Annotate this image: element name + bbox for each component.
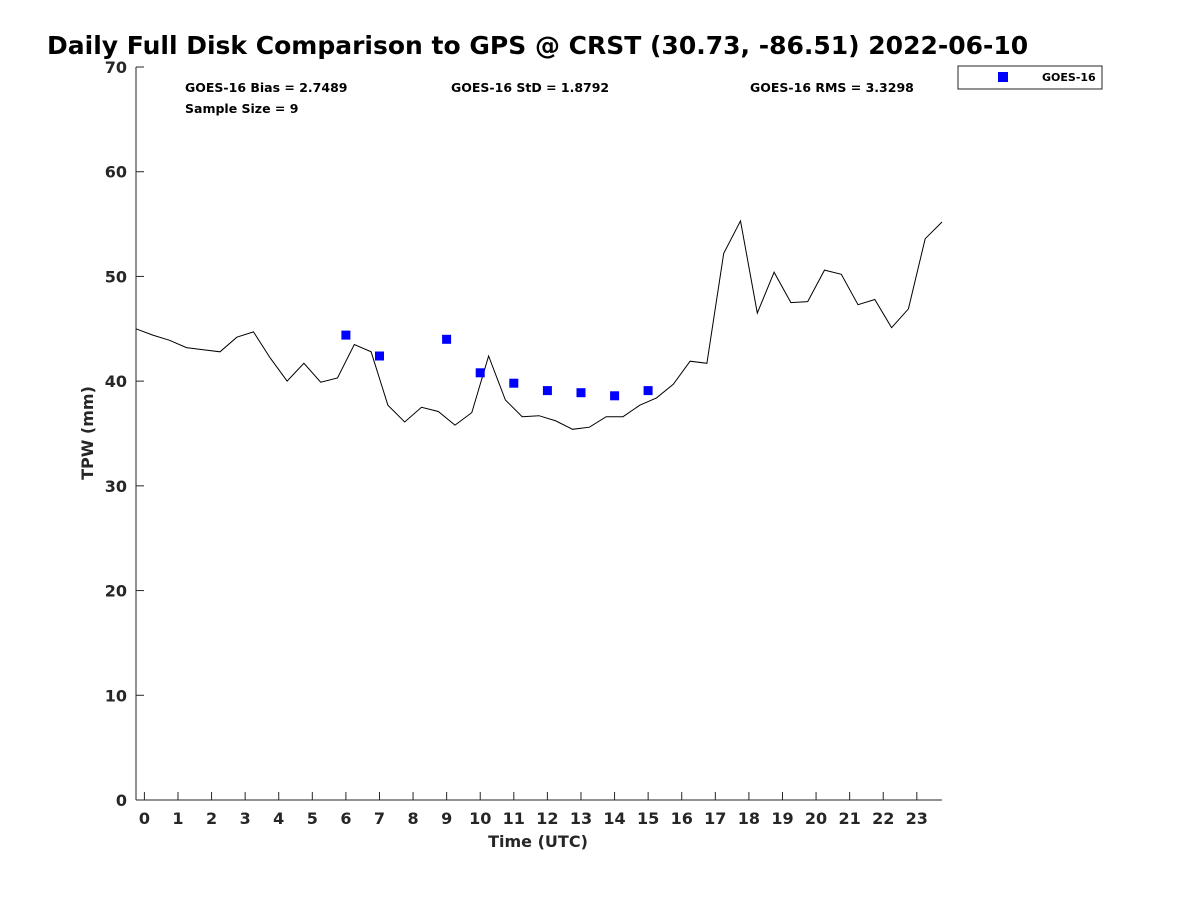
x-tick-label: 3 (240, 809, 251, 828)
legend-box (957, 65, 1103, 90)
legend: GOES-16 (957, 65, 1103, 90)
sample-size-stat: Sample Size = 9 (185, 101, 298, 116)
y-axis-ticks: 0 10 20 30 40 50 60 70 (105, 58, 144, 810)
y-axis-label: TPW (mm) (78, 386, 97, 480)
goes16-point (375, 351, 384, 361)
x-tick-label: 13 (570, 809, 592, 828)
x-tick-label: 20 (805, 809, 827, 828)
x-tick-label: 6 (340, 809, 351, 828)
legend-label: GOES-16 (1042, 71, 1096, 84)
goes16-point (610, 391, 620, 401)
x-tick-label: 18 (738, 809, 760, 828)
x-tick-label: 19 (771, 809, 793, 828)
x-tick-label: 23 (906, 809, 928, 828)
std-stat: GOES-16 StD = 1.8792 (451, 80, 609, 95)
goes16-series (341, 330, 653, 401)
x-tick-label: 12 (536, 809, 558, 828)
y-tick-label: 30 (105, 477, 127, 496)
y-tick-label: 70 (105, 58, 127, 77)
rms-stat: GOES-16 RMS = 3.3298 (750, 80, 914, 95)
y-tick-label: 0 (116, 791, 127, 810)
x-tick-label: 17 (704, 809, 726, 828)
x-tick-label: 4 (273, 809, 284, 828)
x-tick-label: 2 (206, 809, 217, 828)
x-tick-label: 9 (441, 809, 452, 828)
x-tick-label: 11 (503, 809, 525, 828)
x-tick-label: 7 (374, 809, 385, 828)
x-tick-label: 1 (172, 809, 183, 828)
y-tick-label: 20 (105, 582, 127, 601)
y-tick-label: 40 (105, 372, 127, 391)
goes16-point (643, 386, 653, 396)
goes16-point (542, 386, 552, 396)
x-tick-label: 16 (671, 809, 693, 828)
bias-stat: GOES-16 Bias = 2.7489 (185, 80, 347, 95)
goes16-point (442, 334, 452, 344)
y-tick-label: 10 (105, 686, 127, 705)
x-tick-label: 14 (603, 809, 625, 828)
gps-tpw-line (135, 219, 943, 430)
x-tick-label: 8 (407, 809, 418, 828)
y-tick-label: 50 (105, 267, 127, 286)
goes16-point (576, 388, 586, 398)
x-tick-label: 10 (469, 809, 491, 828)
x-axis-ticks: 0 1 2 3 4 5 6 7 8 9 10 11 12 13 14 15 16 17 18 19 20 21 22 23 (139, 792, 928, 828)
chart-title: Daily Full Disk Comparison to GPS @ CRST… (47, 31, 1028, 60)
x-axis-label: Time (UTC) (488, 832, 588, 851)
x-tick-label: 15 (637, 809, 659, 828)
legend-marker (998, 72, 1008, 82)
goes16-point (341, 330, 351, 340)
gps-series (135, 219, 943, 430)
y-tick-label: 60 (105, 163, 127, 182)
x-tick-label: 5 (307, 809, 318, 828)
x-tick-label: 22 (872, 809, 894, 828)
goes16-point (509, 378, 519, 388)
goes16-point (475, 368, 485, 378)
x-tick-label: 21 (839, 809, 861, 828)
stats-block: GOES-16 Bias = 2.7489 GOES-16 StD = 1.87… (185, 80, 914, 116)
x-tick-label: 0 (139, 809, 150, 828)
